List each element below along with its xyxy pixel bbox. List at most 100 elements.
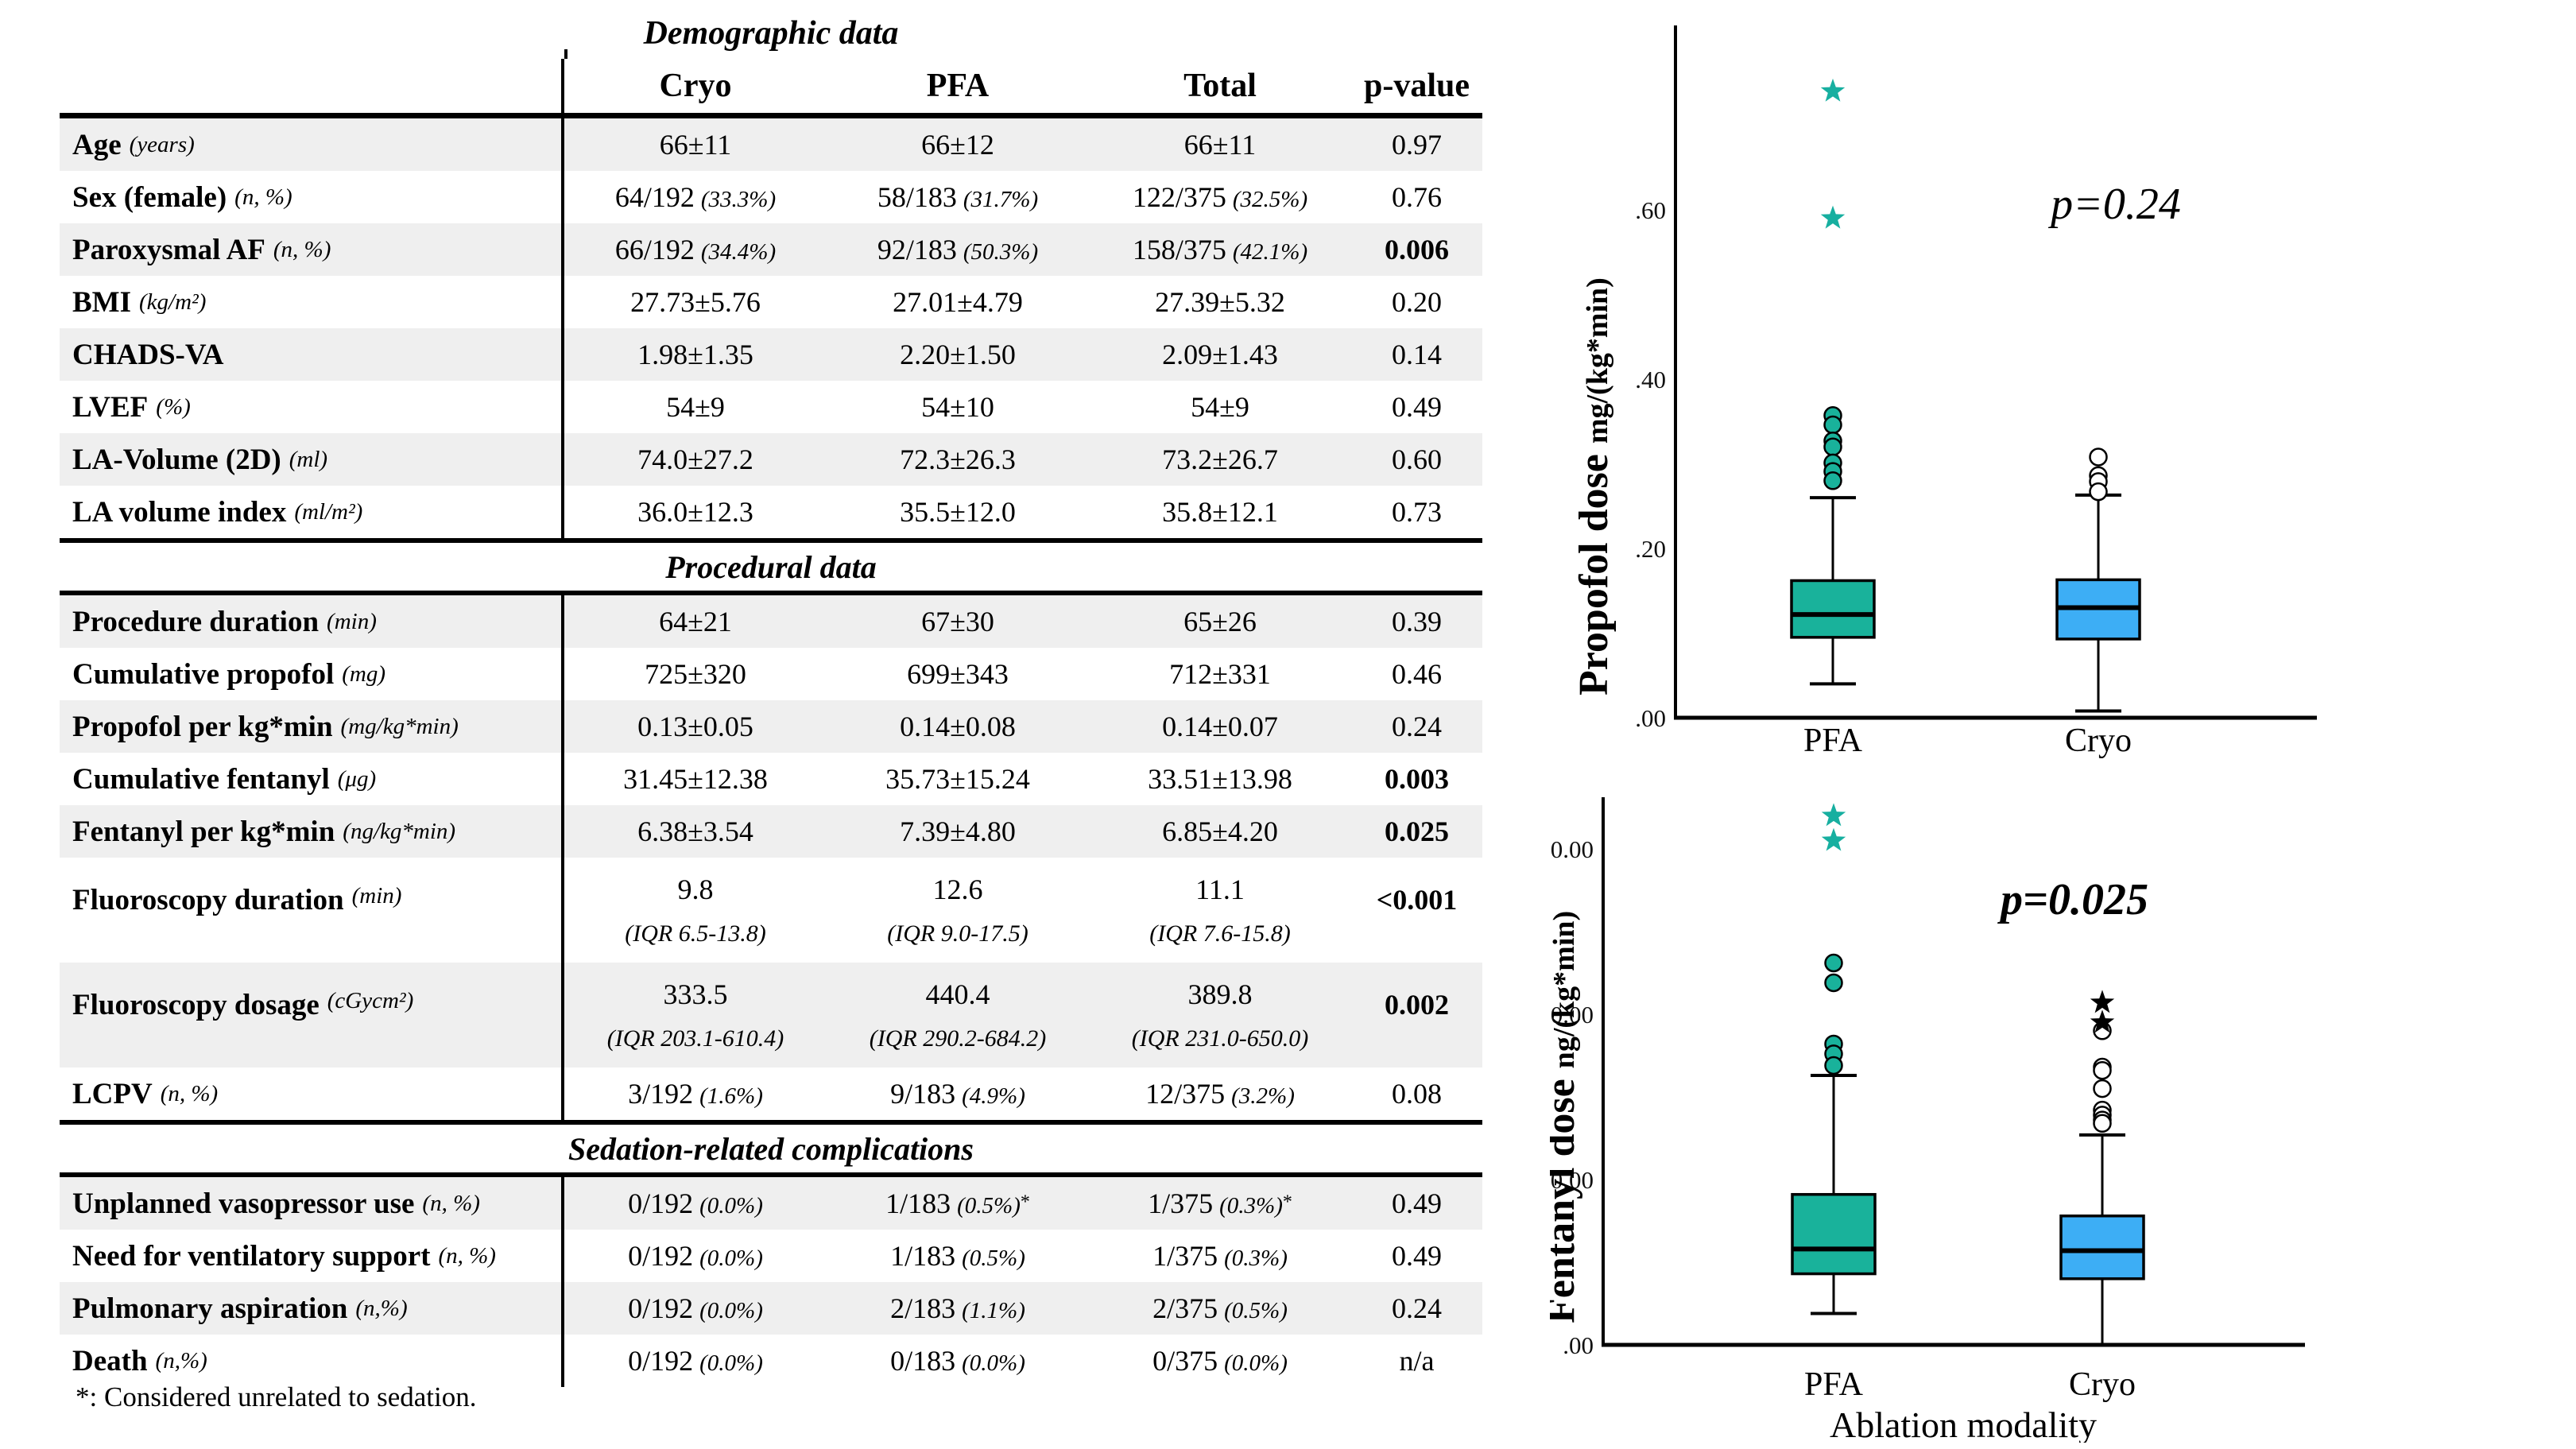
value-cell-total: 2.09±1.43 <box>1089 328 1351 381</box>
value-cell-cryo: 9.8 (IQR 6.5-13.8) <box>564 858 827 963</box>
value-cell-pfa: 0.14±0.08 <box>827 700 1089 753</box>
p-value-cell: 0.002 <box>1385 989 1449 1021</box>
value-cell-cryo: 64±21 <box>564 595 827 648</box>
value-line: 64/192 (33.3%) <box>615 180 776 214</box>
row-label-cell: Fluoroscopy dosage (cGycm²) <box>60 963 564 1067</box>
outlier-point <box>1823 471 1842 490</box>
table-footnote: *: Considered unrelated to sedation. <box>76 1381 477 1412</box>
value-line: 2.20±1.50 <box>900 338 1016 371</box>
extreme-point-star <box>2090 990 2115 1013</box>
row-unit: (n,%) <box>355 1295 408 1321</box>
extreme-point-star <box>1820 78 1846 102</box>
outlier-point <box>2093 1114 2112 1133</box>
p-value-cell: n/a <box>1399 1345 1435 1377</box>
value-cell-total: 33.51±13.98 <box>1089 753 1351 805</box>
value-main: 1.98±1.35 <box>637 339 753 370</box>
value-cell-pfa: 0/183 (0.0%) <box>827 1335 1089 1387</box>
value-iqr: (IQR 9.0-17.5) <box>887 920 1028 947</box>
row-label: Fentanyl per kg*min <box>72 815 335 848</box>
value-main: 0.14±0.07 <box>1162 711 1278 742</box>
p-value-cell: <0.001 <box>1376 884 1458 916</box>
value-cell-total: 27.39±5.32 <box>1089 276 1351 328</box>
table-row: BMI (kg/m²) 27.73±5.76 27.01±4.79 27.39±5.32… <box>60 276 1482 328</box>
header-col-total: Total <box>1183 68 1257 104</box>
value-line: 65±26 <box>1183 605 1257 638</box>
fentanyl-dose-boxplot: .00 10.00 20.00 30.00 PFA Cryo p=0.025 Ablation… <box>1550 797 2305 1443</box>
propofol-dose-boxplot: .00 .20 .40 .60 PFA Cryo p=0.24 Propofol dose m… <box>1571 25 2317 759</box>
value-line: 66±12 <box>921 128 994 161</box>
value-cell-pfa: 92/183 (50.3%) <box>827 223 1089 276</box>
row-label: Fluoroscopy dosage <box>72 989 320 1021</box>
value-line: 31.45±12.38 <box>623 762 768 796</box>
value-main: 54±9 <box>666 391 725 423</box>
value-cell-pfa: 7.39±4.80 <box>827 805 1089 858</box>
row-label: Paroxysmal AF <box>72 233 265 266</box>
cryo-box-group <box>2055 447 2141 713</box>
value-main: 54±10 <box>921 391 994 423</box>
p-value-cell: 0.49 <box>1392 391 1442 423</box>
value-main: 1/183 <box>885 1187 951 1219</box>
row-unit: (min) <box>351 883 402 909</box>
value-percent: (1.6%) <box>699 1083 763 1109</box>
value-main: 9.8 <box>677 873 714 905</box>
value-cell-cryo: 74.0±27.2 <box>564 433 827 486</box>
value-main: 440.4 <box>925 978 990 1010</box>
value-main: 72.3±26.3 <box>900 444 1016 475</box>
value-main: 27.39±5.32 <box>1155 286 1285 318</box>
p-value-annotation: p=0.24 <box>2047 180 2181 229</box>
table-section-title-1: Procedural data <box>60 538 1482 595</box>
value-line: 12/375 (3.2%) <box>1145 1077 1295 1110</box>
value-line: 27.73±5.76 <box>630 285 761 319</box>
value-line: 9/183 (4.9%) <box>890 1077 1025 1110</box>
value-line: 712±331 <box>1169 657 1271 691</box>
header-col-pfa: PFA <box>926 68 990 104</box>
value-cell-pfa: 35.5±12.0 <box>827 486 1089 538</box>
row-label-cell: Cumulative propofol (mg) <box>60 648 564 700</box>
extreme-point-star <box>1820 205 1846 229</box>
value-main: 2/183 <box>890 1292 956 1324</box>
value-percent: (0.3%) <box>1219 1193 1283 1218</box>
value-main: 725±320 <box>645 658 746 690</box>
value-percent: (0.0%) <box>699 1350 763 1376</box>
value-cell-total: 1/375 (0.3%) <box>1089 1230 1351 1282</box>
value-percent: (42.1%) <box>1232 239 1308 265</box>
value-line: 3/192 (1.6%) <box>628 1077 763 1110</box>
table-row: Procedure duration (min) 64±21 67±30 65±26 0.… <box>60 595 1482 648</box>
value-main: 1/375 <box>1152 1240 1218 1272</box>
value-line: 0.13±0.05 <box>637 710 753 743</box>
value-line: 58/183 (31.7%) <box>877 180 1038 214</box>
value-line: 54±9 <box>666 390 725 424</box>
value-cell-pfa: 1/183 (0.5%) <box>827 1230 1089 1282</box>
table-section-title-demographic: Demographic data <box>643 15 899 52</box>
value-line: 64±21 <box>659 605 732 638</box>
row-unit: (n,%) <box>155 1347 207 1373</box>
value-main: 35.73±15.24 <box>885 763 1030 795</box>
value-cell-cryo: 27.73±5.76 <box>564 276 827 328</box>
value-iqr: (IQR 290.2-684.2) <box>869 1025 1047 1052</box>
row-unit: (%) <box>156 393 191 420</box>
extreme-point-star <box>1821 803 1846 827</box>
value-main: 35.8±12.1 <box>1162 496 1278 528</box>
value-line: 440.4 <box>926 978 990 1011</box>
value-line: 33.51±13.98 <box>1148 762 1292 796</box>
value-main: 0.13±0.05 <box>637 711 753 742</box>
value-cell-pfa: 12.6 (IQR 9.0-17.5) <box>827 858 1089 963</box>
row-label-cell: LA volume index (ml/m²) <box>60 486 564 538</box>
row-label: LA volume index <box>72 495 287 529</box>
column-divider-line <box>564 49 567 59</box>
value-line: 0/192 (0.0%) <box>628 1292 763 1325</box>
value-line: 27.39±5.32 <box>1155 285 1285 319</box>
outlier-point <box>2089 447 2108 467</box>
value-line: 74.0±27.2 <box>637 443 753 476</box>
value-cell-pfa: 2.20±1.50 <box>827 328 1089 381</box>
y-tick-label: .00 <box>1563 1331 1594 1359</box>
y-tick-label: .60 <box>1635 196 1666 224</box>
value-cell-cryo: 36.0±12.3 <box>564 486 827 538</box>
table-row: CHADS-VA 1.98±1.35 2.20±1.50 2.09±1.43 0.14 <box>60 328 1482 381</box>
value-main: 64/192 <box>614 181 695 213</box>
row-unit: (n, %) <box>422 1190 480 1216</box>
p-value-cell: 0.006 <box>1385 234 1449 265</box>
row-label: Death <box>72 1344 148 1377</box>
value-cell-total: 6.85±4.20 <box>1089 805 1351 858</box>
value-main: 2/375 <box>1152 1292 1218 1324</box>
